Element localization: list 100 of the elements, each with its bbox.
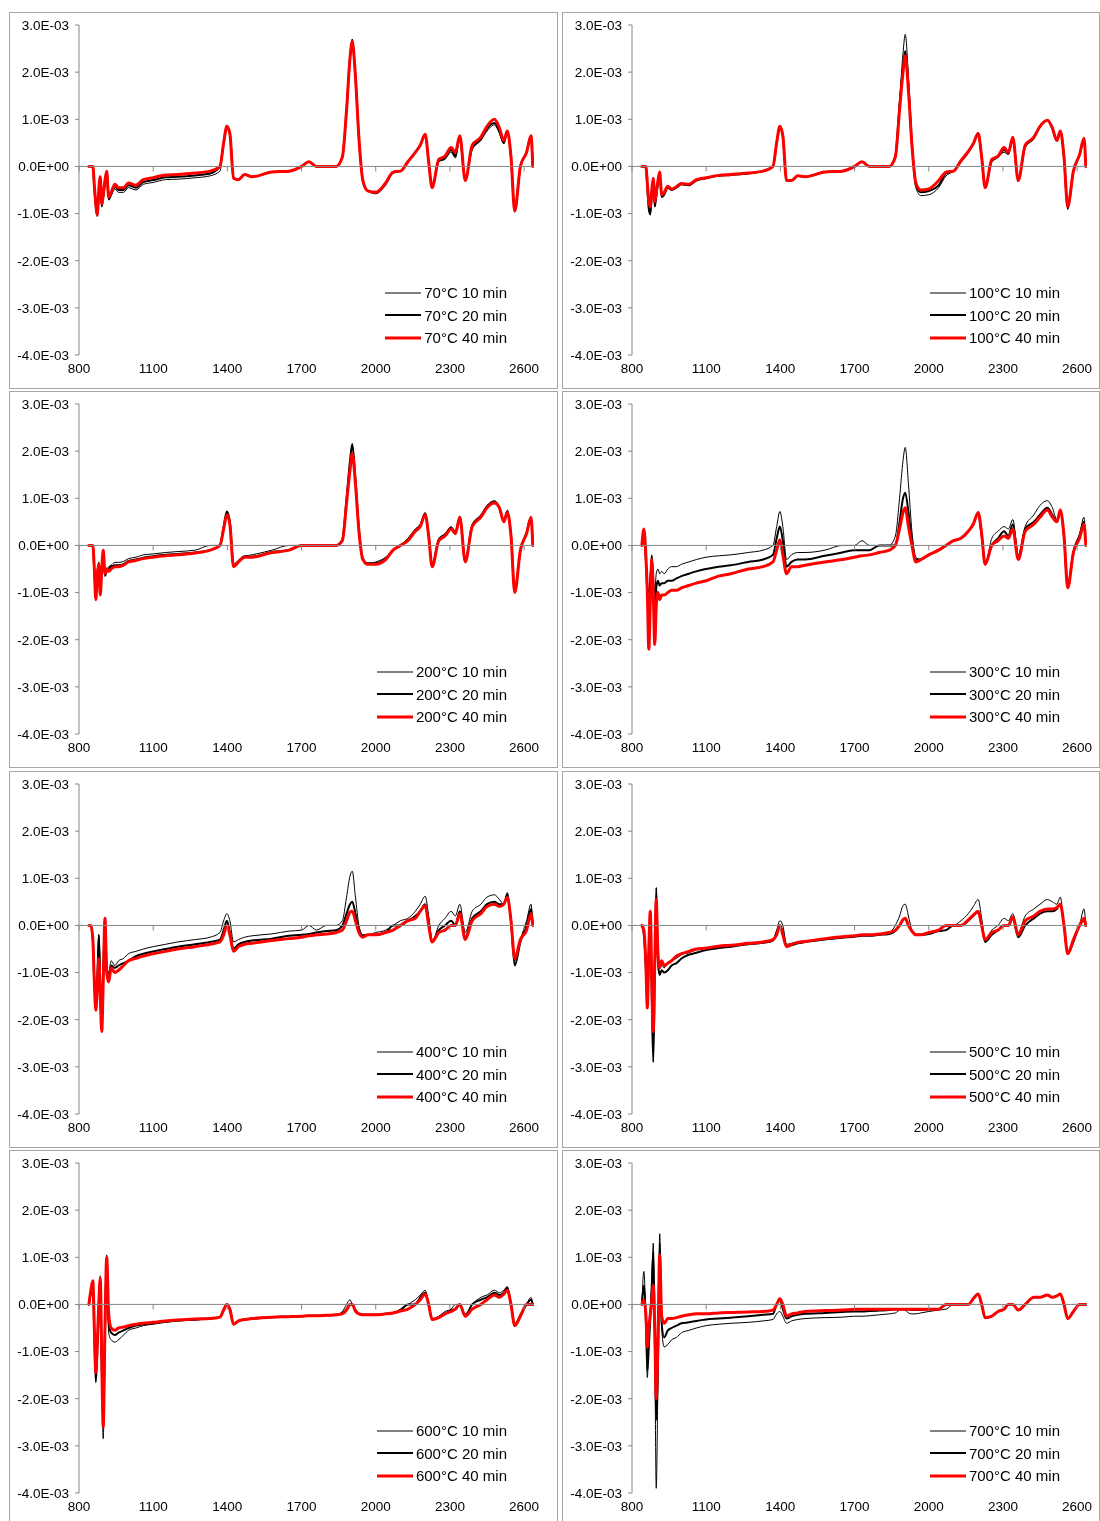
y-tick-label: 0.0E+00 bbox=[571, 159, 622, 175]
x-tick-label: 800 bbox=[620, 739, 644, 755]
legend-label: 500°C 10 min bbox=[968, 1043, 1060, 1061]
x-tick-label: 2000 bbox=[913, 1119, 944, 1135]
y-tick-label: 3.0E-03 bbox=[574, 17, 622, 33]
legend-label: 70°C 40 min bbox=[424, 329, 507, 347]
y-tick-label: -1.0E-03 bbox=[17, 585, 69, 601]
y-tick-label: 2.0E-03 bbox=[21, 823, 69, 839]
legend-label: 300°C 20 min bbox=[968, 685, 1060, 703]
x-tick-label: 2300 bbox=[434, 1119, 465, 1135]
y-tick-label: 0.0E+00 bbox=[571, 918, 622, 934]
x-tick-label: 2000 bbox=[360, 360, 391, 376]
legend-label: 700°C 10 min bbox=[968, 1422, 1060, 1440]
y-tick-label: 3.0E-03 bbox=[21, 776, 69, 792]
y-tick-label: -4.0E-03 bbox=[17, 1485, 69, 1501]
y-tick-label: -4.0E-03 bbox=[570, 1106, 622, 1122]
legend-label: 600°C 40 min bbox=[415, 1467, 507, 1485]
x-tick-label: 1700 bbox=[286, 739, 317, 755]
x-tick-label: 800 bbox=[67, 1498, 91, 1514]
y-tick-label: -4.0E-03 bbox=[17, 347, 69, 363]
y-tick-label: 3.0E-03 bbox=[574, 1155, 622, 1171]
y-tick-label: 2.0E-03 bbox=[574, 443, 622, 459]
y-tick-label: -4.0E-03 bbox=[17, 1106, 69, 1122]
y-tick-label: -1.0E-03 bbox=[570, 965, 622, 981]
legend-label: 100°C 20 min bbox=[968, 306, 1060, 324]
y-tick-label: 3.0E-03 bbox=[574, 776, 622, 792]
y-tick-label: -4.0E-03 bbox=[570, 726, 622, 742]
y-tick-label: 0.0E+00 bbox=[18, 918, 69, 934]
legend-label: 500°C 20 min bbox=[968, 1065, 1060, 1083]
x-tick-label: 2000 bbox=[360, 1498, 391, 1514]
legend-label: 70°C 10 min bbox=[424, 284, 507, 302]
y-tick-label: 0.0E+00 bbox=[571, 1297, 622, 1313]
x-tick-label: 2600 bbox=[1062, 739, 1093, 755]
y-tick-label: 3.0E-03 bbox=[21, 17, 69, 33]
x-tick-label: 1400 bbox=[212, 1498, 243, 1514]
x-tick-label: 800 bbox=[620, 1119, 644, 1135]
y-tick-label: -1.0E-03 bbox=[17, 206, 69, 222]
x-tick-label: 800 bbox=[620, 1498, 644, 1514]
x-tick-label: 2600 bbox=[1062, 1119, 1093, 1135]
y-tick-label: -3.0E-03 bbox=[17, 1059, 69, 1075]
x-tick-label: 1700 bbox=[839, 1498, 870, 1514]
x-tick-label: 800 bbox=[67, 360, 91, 376]
x-tick-label: 1100 bbox=[138, 739, 168, 755]
y-tick-label: 1.0E-03 bbox=[574, 491, 622, 507]
x-tick-label: 2000 bbox=[360, 1119, 391, 1135]
y-tick-label: -2.0E-03 bbox=[570, 632, 622, 648]
y-tick-label: -3.0E-03 bbox=[17, 679, 69, 695]
y-tick-label: 1.0E-03 bbox=[21, 871, 69, 887]
legend-label: 400°C 20 min bbox=[415, 1065, 507, 1083]
x-tick-label: 2600 bbox=[509, 1119, 540, 1135]
x-tick-label: 1100 bbox=[691, 1119, 721, 1135]
y-tick-label: -1.0E-03 bbox=[17, 1344, 69, 1360]
y-tick-label: 2.0E-03 bbox=[21, 443, 69, 459]
x-tick-label: 1100 bbox=[691, 360, 721, 376]
x-tick-label: 1100 bbox=[691, 1498, 721, 1514]
y-tick-label: -3.0E-03 bbox=[570, 1059, 622, 1075]
x-tick-label: 1400 bbox=[212, 360, 243, 376]
y-tick-label: -3.0E-03 bbox=[17, 300, 69, 316]
legend-label: 100°C 40 min bbox=[968, 329, 1060, 347]
y-tick-label: -2.0E-03 bbox=[17, 253, 69, 269]
x-tick-label: 1100 bbox=[138, 360, 168, 376]
x-tick-label: 2600 bbox=[509, 1498, 540, 1514]
x-tick-label: 800 bbox=[620, 360, 644, 376]
legend-label: 600°C 20 min bbox=[415, 1444, 507, 1462]
x-tick-label: 1100 bbox=[138, 1119, 168, 1135]
y-tick-label: 3.0E-03 bbox=[574, 396, 622, 412]
x-tick-label: 1400 bbox=[212, 1119, 243, 1135]
legend-label: 200°C 40 min bbox=[415, 708, 507, 726]
legend-label: 400°C 40 min bbox=[415, 1088, 507, 1106]
y-tick-label: -2.0E-03 bbox=[570, 253, 622, 269]
x-tick-label: 1700 bbox=[286, 1498, 317, 1514]
x-tick-label: 2600 bbox=[509, 360, 540, 376]
x-tick-label: 1700 bbox=[839, 739, 870, 755]
y-tick-label: -1.0E-03 bbox=[570, 585, 622, 601]
y-tick-label: 1.0E-03 bbox=[21, 112, 69, 128]
y-tick-label: 2.0E-03 bbox=[574, 1202, 622, 1218]
x-tick-label: 2300 bbox=[434, 360, 465, 376]
y-tick-label: -3.0E-03 bbox=[570, 300, 622, 316]
y-tick-label: -4.0E-03 bbox=[570, 1485, 622, 1501]
y-tick-label: 0.0E+00 bbox=[571, 538, 622, 554]
y-tick-label: 3.0E-03 bbox=[21, 396, 69, 412]
y-tick-label: 2.0E-03 bbox=[574, 823, 622, 839]
y-tick-label: 2.0E-03 bbox=[21, 1202, 69, 1218]
y-tick-label: -3.0E-03 bbox=[17, 1438, 69, 1454]
legend-label: 500°C 40 min bbox=[968, 1088, 1060, 1106]
legend-label: 400°C 10 min bbox=[415, 1043, 507, 1061]
y-tick-label: 2.0E-03 bbox=[21, 64, 69, 80]
x-tick-label: 2000 bbox=[913, 360, 944, 376]
x-tick-label: 1100 bbox=[138, 1498, 168, 1514]
y-tick-label: -4.0E-03 bbox=[17, 726, 69, 742]
legend-label: 300°C 10 min bbox=[968, 663, 1060, 681]
y-tick-label: -2.0E-03 bbox=[570, 1391, 622, 1407]
x-tick-label: 2000 bbox=[360, 739, 391, 755]
x-tick-label: 1400 bbox=[765, 1119, 796, 1135]
y-tick-label: -1.0E-03 bbox=[570, 1344, 622, 1360]
x-tick-label: 2300 bbox=[987, 739, 1018, 755]
y-tick-label: -1.0E-03 bbox=[570, 206, 622, 222]
x-tick-label: 1700 bbox=[286, 360, 317, 376]
y-tick-label: -3.0E-03 bbox=[570, 1438, 622, 1454]
y-tick-label: 1.0E-03 bbox=[574, 112, 622, 128]
